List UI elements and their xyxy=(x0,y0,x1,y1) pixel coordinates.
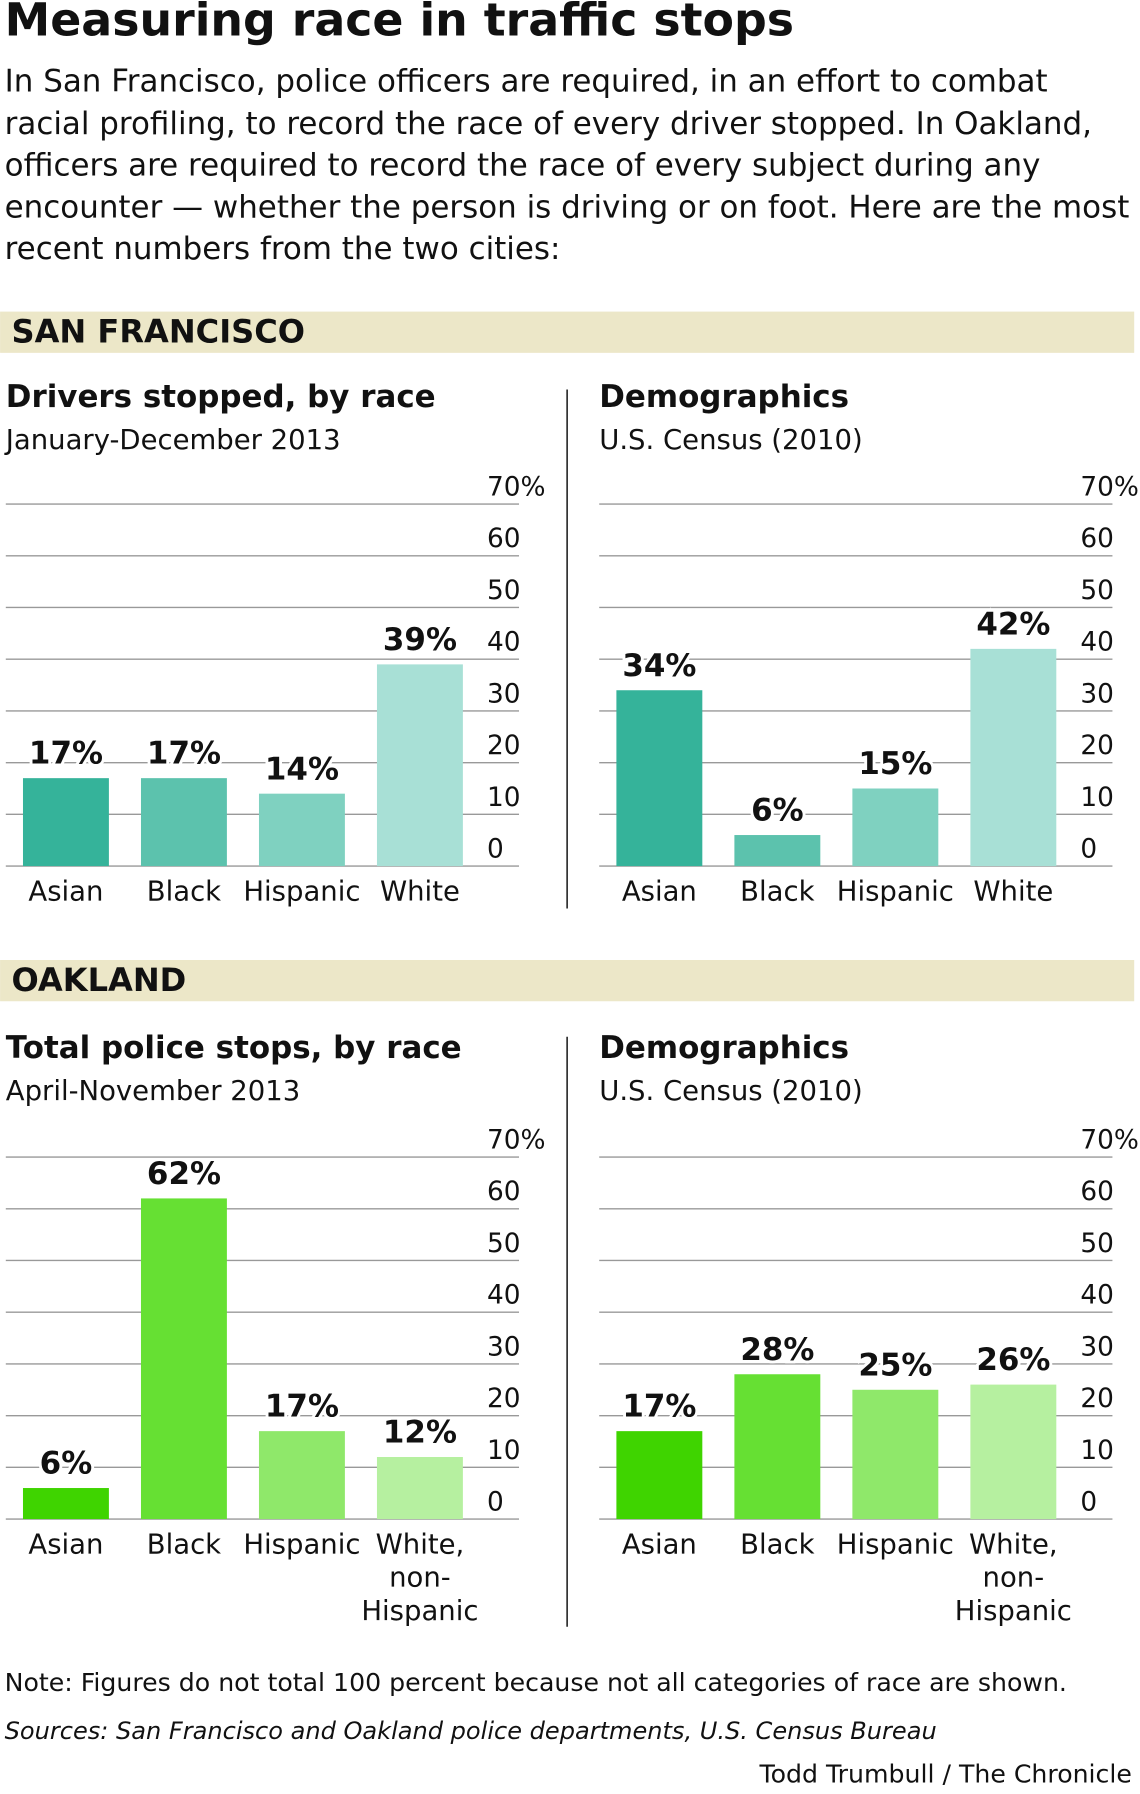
bar xyxy=(734,1374,821,1520)
x-tick-label: White xyxy=(380,875,460,907)
page-title: Measuring race in traffic stops xyxy=(5,0,794,46)
y-tick-label: 20 xyxy=(1080,1384,1114,1414)
section-title: OAKLAND xyxy=(12,961,187,999)
value-label: 39% xyxy=(383,622,457,658)
chart-subtitle: April-November 2013 xyxy=(6,1075,300,1107)
value-label: 15% xyxy=(858,746,932,782)
value-label: 26% xyxy=(976,1342,1050,1378)
y-tick-label: 60 xyxy=(487,1177,521,1207)
x-tick-label: Hispanic xyxy=(837,1528,954,1560)
y-tick-label: 50 xyxy=(487,576,521,606)
y-tick-label: 0 xyxy=(1080,835,1097,865)
value-label: 17% xyxy=(147,736,221,772)
section-title: SAN FRANCISCO xyxy=(12,312,305,350)
value-label: 6% xyxy=(40,1446,93,1482)
value-label: 17% xyxy=(622,1389,696,1425)
y-tick-label: 20 xyxy=(1080,731,1114,761)
bar xyxy=(22,1488,109,1520)
intro-box: In San Francisco, police officers are re… xyxy=(4,64,1130,267)
value-label: 17% xyxy=(29,736,103,772)
y-tick-label: 10 xyxy=(487,783,521,813)
y-tick-label: 70% xyxy=(487,1126,546,1156)
y-tick-label: 10 xyxy=(1080,1436,1114,1466)
x-tick-label: Black xyxy=(740,875,814,907)
bar xyxy=(376,664,463,867)
chart-title: Total police stops, by race xyxy=(6,1030,462,1066)
x-tick-label: Asian xyxy=(622,875,697,907)
bar xyxy=(852,788,939,867)
section-band xyxy=(0,311,1135,353)
bar xyxy=(140,778,227,867)
bar xyxy=(616,690,703,867)
y-tick-label: 30 xyxy=(1080,679,1114,709)
y-tick-label: 20 xyxy=(487,1384,521,1414)
y-tick-label: 20 xyxy=(487,731,521,761)
x-tick-label: Asian xyxy=(622,1528,697,1560)
value-label: 62% xyxy=(147,1156,221,1192)
chart-title: Drivers stopped, by race xyxy=(6,379,436,415)
bar xyxy=(258,1431,345,1520)
y-tick-label: 40 xyxy=(487,1281,521,1311)
bar xyxy=(616,1431,703,1520)
x-tick-label: Black xyxy=(740,1528,814,1560)
chart-subtitle: U.S. Census (2010) xyxy=(599,1075,862,1107)
credit: Todd Trumbull / The Chronicle xyxy=(759,1760,1132,1789)
y-tick-label: 60 xyxy=(1080,524,1114,554)
x-tick-label: Hispanic xyxy=(837,875,954,907)
bar xyxy=(140,1198,227,1520)
y-tick-label: 70% xyxy=(1080,1126,1139,1156)
chart-subtitle: January-December 2013 xyxy=(4,424,341,456)
y-tick-label: 60 xyxy=(1080,1177,1114,1207)
y-tick-label: 30 xyxy=(1080,1332,1114,1362)
y-tick-label: 60 xyxy=(487,524,521,554)
y-tick-label: 40 xyxy=(1080,628,1114,658)
bar xyxy=(376,1456,463,1520)
value-label: 25% xyxy=(858,1347,932,1383)
y-tick-label: 50 xyxy=(487,1229,521,1259)
value-label: 34% xyxy=(622,648,696,684)
y-tick-label: 30 xyxy=(487,1332,521,1362)
y-tick-label: 0 xyxy=(487,835,504,865)
y-tick-label: 30 xyxy=(487,679,521,709)
intro: In San Francisco, police officers are re… xyxy=(4,64,1130,267)
value-label: 12% xyxy=(383,1415,457,1451)
sources: Sources: San Francisco and Oakland polic… xyxy=(5,1717,937,1745)
section-band xyxy=(0,960,1135,1002)
x-tick-label: White, non-Hispanic xyxy=(361,1528,478,1626)
x-tick-label: Hispanic xyxy=(243,1528,360,1560)
bar xyxy=(970,1384,1057,1520)
value-label: 28% xyxy=(740,1332,814,1368)
y-tick-label: 50 xyxy=(1080,576,1114,606)
value-label: 6% xyxy=(751,793,804,829)
x-tick-label: Black xyxy=(147,875,221,907)
x-tick-label: Asian xyxy=(28,1528,103,1560)
y-tick-label: 70% xyxy=(487,473,546,503)
chart-subtitle: U.S. Census (2010) xyxy=(599,424,862,456)
bar xyxy=(22,778,109,867)
value-label: 17% xyxy=(265,1389,339,1425)
bar xyxy=(852,1389,939,1520)
x-tick-label: White, non-Hispanic xyxy=(955,1528,1072,1626)
x-tick-label: Black xyxy=(147,1528,221,1560)
bar xyxy=(970,648,1057,867)
note: Note: Figures do not total 100 percent b… xyxy=(5,1668,1067,1697)
chart-title: Demographics xyxy=(599,379,849,415)
x-tick-label: Asian xyxy=(28,875,103,907)
y-tick-label: 70% xyxy=(1080,473,1139,503)
y-tick-label: 0 xyxy=(1080,1488,1097,1518)
y-tick-label: 10 xyxy=(487,1436,521,1466)
y-tick-label: 50 xyxy=(1080,1229,1114,1259)
chart-title: Demographics xyxy=(599,1030,849,1066)
value-label: 42% xyxy=(976,606,1050,642)
bar xyxy=(258,793,345,867)
y-tick-label: 0 xyxy=(487,1488,504,1518)
x-tick-label: Hispanic xyxy=(243,875,360,907)
y-tick-label: 40 xyxy=(1080,1281,1114,1311)
value-label: 14% xyxy=(265,751,339,787)
y-tick-label: 10 xyxy=(1080,783,1114,813)
x-tick-label: White xyxy=(973,875,1053,907)
y-tick-label: 40 xyxy=(487,628,521,658)
bar xyxy=(734,835,821,867)
